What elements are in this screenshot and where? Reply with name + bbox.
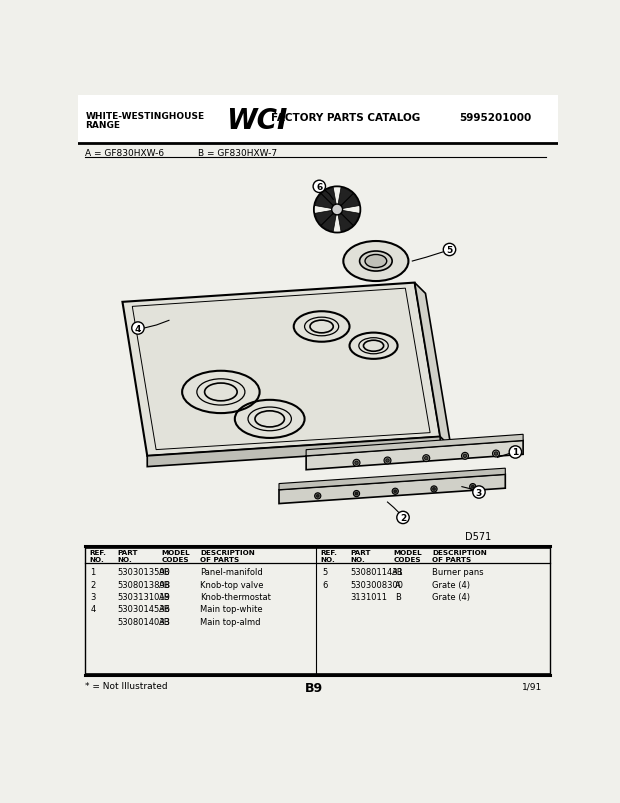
Text: B = GF830HXW-7: B = GF830HXW-7 [198,149,277,157]
Text: REF.
NO.: REF. NO. [321,549,338,562]
Circle shape [355,462,358,465]
Text: Main top-almd: Main top-almd [200,617,260,626]
Text: 2: 2 [400,513,406,522]
Polygon shape [306,434,523,456]
Circle shape [394,491,397,493]
Text: AB: AB [159,593,171,601]
Text: 5: 5 [322,568,327,577]
Circle shape [353,491,360,497]
Text: AB: AB [392,568,404,577]
Text: 4: 4 [91,605,95,613]
Text: 6: 6 [322,580,327,589]
Text: 5303013590: 5303013590 [118,568,170,577]
Text: 3: 3 [91,593,95,601]
Circle shape [313,181,326,194]
Text: 5308013898: 5308013898 [118,580,171,589]
Text: B: B [395,593,401,601]
Text: 1: 1 [91,568,95,577]
Text: AB: AB [159,617,171,626]
Text: Burner pans: Burner pans [433,568,484,577]
Circle shape [463,454,467,458]
Circle shape [492,450,500,458]
Bar [78,96,558,144]
Text: 5303131019: 5303131019 [118,593,170,601]
Text: A = GF830HXW-6: A = GF830HXW-6 [86,149,164,157]
Text: FACTORY PARTS CATALOG: FACTORY PARTS CATALOG [272,113,420,124]
Circle shape [397,512,409,524]
Circle shape [472,487,485,499]
Circle shape [392,488,399,495]
Wedge shape [337,210,359,232]
Text: WHITE-WESTINGHOUSE: WHITE-WESTINGHOUSE [86,112,205,120]
Circle shape [384,458,391,464]
Text: 5995201000: 5995201000 [459,113,531,124]
Text: 5303008300: 5303008300 [350,580,403,589]
Polygon shape [148,437,440,467]
Text: RANGE: RANGE [86,121,120,130]
Text: 1/91: 1/91 [522,682,542,691]
Circle shape [355,492,358,495]
Text: 5303014536: 5303014536 [118,605,170,613]
Circle shape [443,244,456,256]
Text: DESCRIPTION
OF PARTS: DESCRIPTION OF PARTS [200,549,255,562]
Circle shape [386,459,389,463]
Polygon shape [306,441,523,470]
Circle shape [461,453,469,460]
Text: * = Not Illustrated: * = Not Illustrated [86,682,168,691]
Text: AB: AB [159,580,171,589]
Text: REF.
NO.: REF. NO. [89,549,106,562]
Text: Knob-thermostat: Knob-thermostat [200,593,271,601]
Polygon shape [279,469,505,490]
Text: Knob-top valve: Knob-top valve [200,580,264,589]
Text: MODEL
CODES: MODEL CODES [394,549,422,562]
Wedge shape [315,210,337,232]
Text: D571: D571 [465,531,491,541]
Text: 2: 2 [91,580,95,589]
Text: 3: 3 [476,488,482,497]
Circle shape [423,455,430,462]
Circle shape [131,323,144,335]
Text: 3131011: 3131011 [350,593,388,601]
Wedge shape [337,188,359,210]
Circle shape [316,495,319,498]
Circle shape [494,452,498,455]
Text: A: A [395,580,401,589]
Circle shape [433,488,435,491]
Circle shape [431,487,437,492]
Ellipse shape [343,242,409,282]
Text: PART
NO.: PART NO. [118,549,138,562]
Text: B9: B9 [305,682,323,695]
Polygon shape [415,283,451,448]
Text: 6: 6 [316,182,322,192]
Ellipse shape [360,251,392,271]
Text: Grate (4): Grate (4) [433,593,471,601]
Circle shape [471,486,474,488]
Ellipse shape [365,255,387,268]
Text: AB: AB [159,568,171,577]
Text: WCI: WCI [226,107,288,135]
Circle shape [353,460,360,467]
Polygon shape [123,283,440,456]
Polygon shape [279,475,505,504]
Text: 5: 5 [446,246,453,255]
Text: 1: 1 [512,448,518,457]
Text: 4: 4 [135,324,141,333]
Text: 5308014033: 5308014033 [118,617,170,626]
Text: Grate (4): Grate (4) [433,580,471,589]
Wedge shape [315,188,337,210]
Circle shape [314,493,321,499]
Text: 5308011431: 5308011431 [350,568,403,577]
Circle shape [509,446,521,459]
Text: AB: AB [159,605,171,613]
Text: PART
NO.: PART NO. [350,549,371,562]
Circle shape [332,205,342,215]
Circle shape [425,457,428,460]
Text: MODEL
CODES: MODEL CODES [161,549,190,562]
Text: Panel-manifold: Panel-manifold [200,568,263,577]
Text: DESCRIPTION
OF PARTS: DESCRIPTION OF PARTS [433,549,487,562]
Text: Main top-white: Main top-white [200,605,263,613]
Circle shape [470,484,476,490]
